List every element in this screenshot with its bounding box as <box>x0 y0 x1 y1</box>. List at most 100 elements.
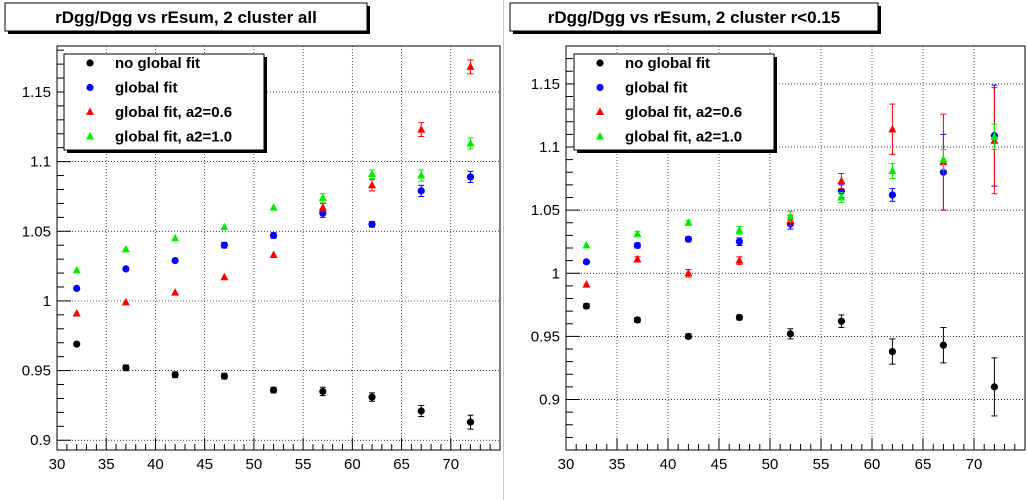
legend-marker <box>596 83 604 92</box>
data-point <box>417 407 425 415</box>
legend-label: global fit, a2=1.0 <box>625 129 742 146</box>
x-tick-label: 70 <box>966 456 983 473</box>
data-point <box>121 297 130 306</box>
data-point <box>582 280 591 288</box>
chart-panel-2: 30 35 40 45 50 55 60 65 70 0.9 0.95 1 1.05 1.1 1.15 no … <box>505 0 1028 500</box>
x-tick-label: 45 <box>711 456 728 473</box>
x-tick-label: 50 <box>762 456 779 473</box>
y-tick-label: 1 <box>552 265 560 282</box>
data-point <box>939 341 948 349</box>
data-point <box>171 256 179 265</box>
data-point <box>73 284 81 292</box>
data-point <box>633 241 642 250</box>
data-point <box>466 173 475 181</box>
data-point <box>220 222 229 231</box>
data-point <box>582 240 591 249</box>
chart-title-text: rDgg/Dgg vs rEsum, 2 cluster all <box>55 8 317 27</box>
legend-box <box>63 53 265 151</box>
y-axis: 0.9 0.95 1 1.05 1.1 1.15 <box>22 49 500 449</box>
title-box <box>4 2 368 32</box>
data-point <box>171 233 180 242</box>
data-point <box>220 272 229 281</box>
y-tick-label: 1.1 <box>539 139 560 156</box>
data-point <box>269 203 278 211</box>
data-point <box>318 203 327 211</box>
data-point <box>368 393 376 401</box>
data-point <box>735 225 744 234</box>
data-point <box>269 386 278 394</box>
data-point <box>786 211 795 220</box>
data-point <box>582 302 591 310</box>
x-axis: 30 35 40 45 50 55 60 65 70 <box>558 46 1016 473</box>
data-point <box>417 125 426 133</box>
data-point <box>121 244 130 253</box>
y-tick-label: 1 <box>43 293 51 310</box>
data-point <box>633 254 642 263</box>
data-point <box>319 387 327 396</box>
legend-label: no global fit <box>625 55 710 72</box>
data-point <box>72 265 81 274</box>
data-point <box>122 265 130 273</box>
y-tick-label: 1.05 <box>22 223 51 240</box>
x-axis: 30 35 40 45 50 55 60 65 70 <box>49 46 491 473</box>
legend-label: global fit, a2=0.6 <box>625 104 742 121</box>
y-tick-label: 0.95 <box>22 363 51 380</box>
series-4 <box>72 137 475 274</box>
data-point <box>837 317 846 325</box>
data-point <box>684 332 693 340</box>
x-tick-label: 65 <box>393 456 410 473</box>
data-point <box>220 241 228 249</box>
series-3 <box>72 59 475 317</box>
data-point <box>837 176 846 185</box>
y-tick-label: 1.05 <box>531 202 560 219</box>
x-tick-label: 60 <box>864 456 881 473</box>
title-box <box>509 2 879 32</box>
y-tick-label: 1.1 <box>30 154 51 171</box>
y-tick-label: 0.9 <box>30 432 51 449</box>
data-point <box>368 220 376 228</box>
data-point <box>684 268 693 277</box>
data-point <box>171 288 180 296</box>
legend: no global fit global fit global fit, a2=0.… <box>63 53 267 153</box>
data-point <box>171 371 179 379</box>
y-tick-label: 0.9 <box>539 392 560 409</box>
x-tick-label: 30 <box>49 456 66 473</box>
x-tick-label: 45 <box>196 456 213 473</box>
data-point <box>684 235 693 243</box>
data-point <box>582 258 591 266</box>
legend-label: global fit, a2=1.0 <box>115 129 232 146</box>
legend-label: global fit, a2=0.6 <box>115 104 232 121</box>
x-tick-label: 55 <box>813 456 830 473</box>
legend-marker <box>86 59 94 67</box>
x-tick-label: 65 <box>915 456 932 473</box>
legend-label: global fit <box>115 80 178 97</box>
data-point <box>684 218 693 226</box>
data-point <box>888 166 897 174</box>
data-point <box>888 191 897 199</box>
legend-label: no global fit <box>115 55 200 72</box>
data-point <box>633 316 642 324</box>
x-tick-label: 30 <box>558 456 575 473</box>
data-point <box>888 347 897 356</box>
y-tick-label: 1.15 <box>22 84 51 101</box>
x-tick-label: 40 <box>660 456 677 473</box>
legend-marker <box>596 107 604 115</box>
data-point <box>417 187 425 195</box>
y-tick-label: 0.95 <box>531 328 560 345</box>
data-point <box>990 132 999 140</box>
data-point <box>269 250 278 258</box>
legend-marker <box>86 107 94 115</box>
legend-marker <box>86 132 94 140</box>
series-1 <box>582 302 999 417</box>
data-point <box>122 364 130 372</box>
data-point <box>368 169 377 178</box>
data-point <box>466 62 475 70</box>
x-tick-label: 35 <box>609 456 626 473</box>
data-point <box>466 139 475 147</box>
data-point <box>939 155 948 163</box>
series-4 <box>582 123 999 249</box>
data-point <box>73 340 81 348</box>
y-tick-label: 1.15 <box>531 76 560 93</box>
series-2 <box>73 170 475 292</box>
legend-marker <box>596 59 604 67</box>
